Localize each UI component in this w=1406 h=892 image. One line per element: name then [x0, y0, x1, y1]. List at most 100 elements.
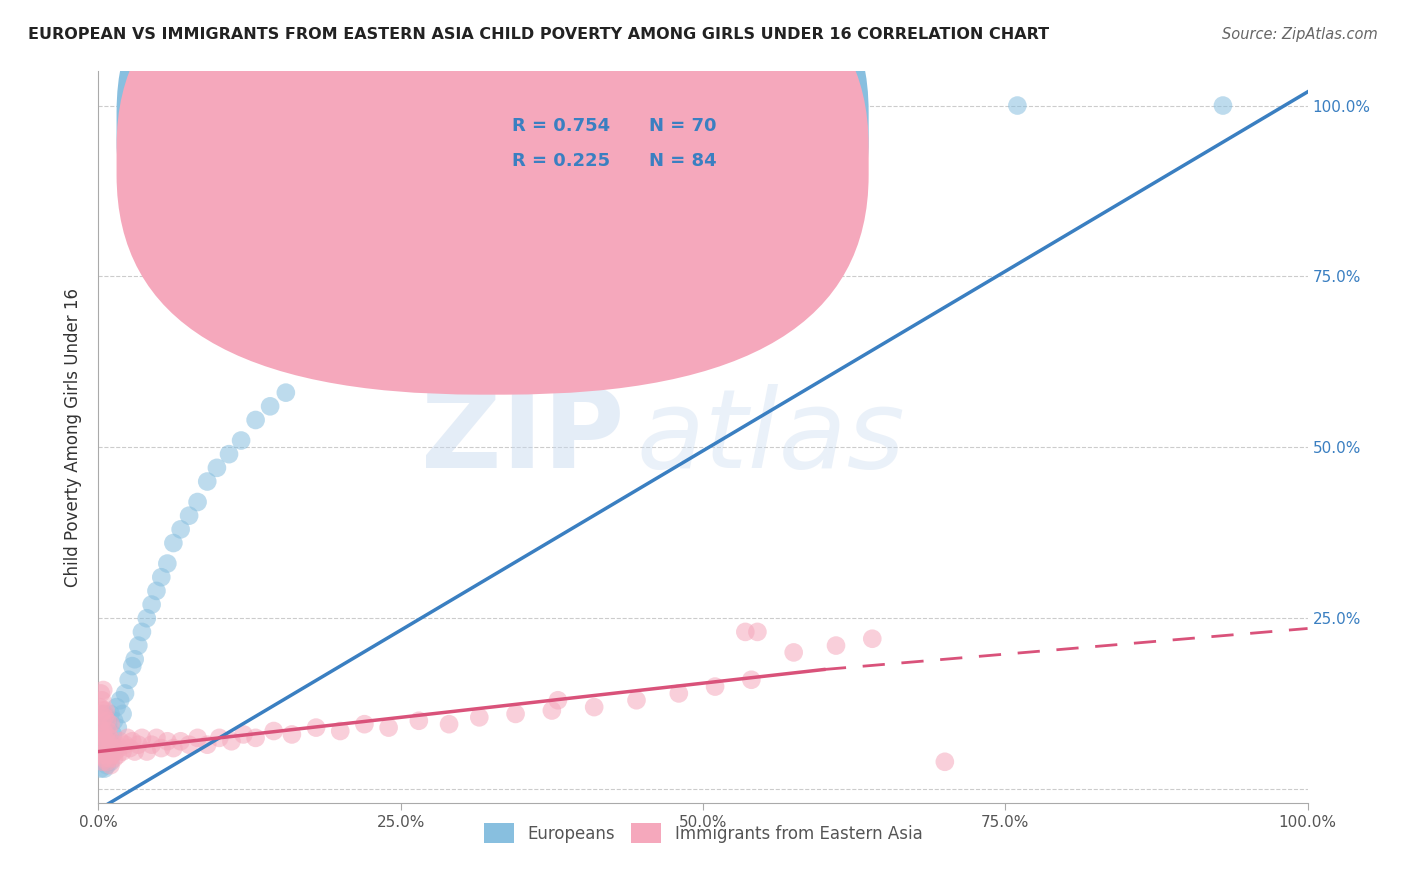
FancyBboxPatch shape — [461, 94, 787, 192]
Point — [111, 745, 134, 759]
Point — [583, 700, 606, 714]
Point — [93, 762, 115, 776]
Point — [105, 738, 128, 752]
Point — [124, 745, 146, 759]
Point — [91, 704, 114, 718]
Point — [131, 731, 153, 745]
Point — [97, 717, 120, 731]
Point — [108, 734, 131, 748]
Point — [94, 747, 117, 762]
Point — [145, 583, 167, 598]
Point — [90, 762, 112, 776]
Point — [274, 385, 297, 400]
Point — [91, 727, 114, 741]
Point — [100, 717, 122, 731]
Point — [96, 755, 118, 769]
Point — [150, 570, 173, 584]
Point — [127, 639, 149, 653]
Point — [118, 741, 141, 756]
Point — [127, 738, 149, 752]
Point — [93, 741, 115, 756]
Point — [117, 731, 139, 745]
Point — [329, 331, 352, 345]
Legend: Europeans, Immigrants from Eastern Asia: Europeans, Immigrants from Eastern Asia — [477, 817, 929, 849]
Point — [90, 747, 112, 762]
Point — [91, 693, 114, 707]
Text: atlas: atlas — [637, 384, 905, 491]
Point — [740, 673, 762, 687]
Point — [100, 738, 122, 752]
Point — [179, 508, 201, 523]
Point — [432, 249, 454, 263]
Point — [100, 758, 122, 772]
Point — [281, 727, 304, 741]
Y-axis label: Child Poverty Among Girls Under 16: Child Poverty Among Girls Under 16 — [65, 287, 83, 587]
FancyBboxPatch shape — [117, 0, 869, 360]
Point — [825, 639, 848, 653]
Point — [107, 747, 129, 762]
Point — [496, 208, 519, 222]
Text: R = 0.225: R = 0.225 — [512, 152, 610, 169]
Point — [704, 680, 727, 694]
Point — [377, 297, 399, 311]
Point — [91, 721, 114, 735]
Point — [408, 714, 430, 728]
Point — [121, 734, 143, 748]
Point — [547, 693, 569, 707]
Point — [141, 598, 163, 612]
Point — [96, 734, 118, 748]
Point — [124, 652, 146, 666]
Point — [329, 724, 352, 739]
Point — [626, 693, 648, 707]
Point — [93, 731, 115, 745]
Point — [98, 731, 121, 745]
Point — [162, 741, 184, 756]
Point — [245, 413, 267, 427]
Point — [782, 645, 804, 659]
Point — [97, 724, 120, 739]
Text: ZIP: ZIP — [420, 384, 624, 491]
Point — [97, 747, 120, 762]
Point — [747, 624, 769, 639]
Point — [94, 704, 117, 718]
Point — [104, 741, 127, 756]
Point — [97, 745, 120, 759]
Point — [89, 755, 111, 769]
Point — [208, 731, 231, 745]
Point — [90, 741, 112, 756]
Text: Source: ZipAtlas.com: Source: ZipAtlas.com — [1222, 27, 1378, 42]
Point — [114, 686, 136, 700]
Point — [89, 721, 111, 735]
Point — [162, 536, 184, 550]
Point — [91, 714, 114, 728]
Point — [105, 700, 128, 714]
Point — [353, 310, 375, 325]
Point — [101, 741, 124, 756]
Point — [100, 706, 122, 721]
Point — [118, 673, 141, 687]
Point — [704, 194, 727, 209]
Point — [156, 734, 179, 748]
Point — [93, 710, 115, 724]
Point — [232, 727, 254, 741]
Point — [103, 751, 125, 765]
Point — [89, 700, 111, 714]
Point — [121, 659, 143, 673]
Point — [94, 751, 117, 765]
Point — [305, 721, 328, 735]
FancyBboxPatch shape — [117, 0, 869, 394]
Point — [668, 686, 690, 700]
Point — [100, 755, 122, 769]
Point — [89, 734, 111, 748]
Point — [245, 731, 267, 745]
Point — [103, 714, 125, 728]
Point — [131, 624, 153, 639]
Point — [94, 724, 117, 739]
Point — [377, 721, 399, 735]
Point — [860, 632, 883, 646]
Point — [94, 727, 117, 741]
Point — [91, 714, 114, 728]
Point — [98, 751, 121, 765]
Point — [145, 731, 167, 745]
Point — [311, 338, 333, 352]
